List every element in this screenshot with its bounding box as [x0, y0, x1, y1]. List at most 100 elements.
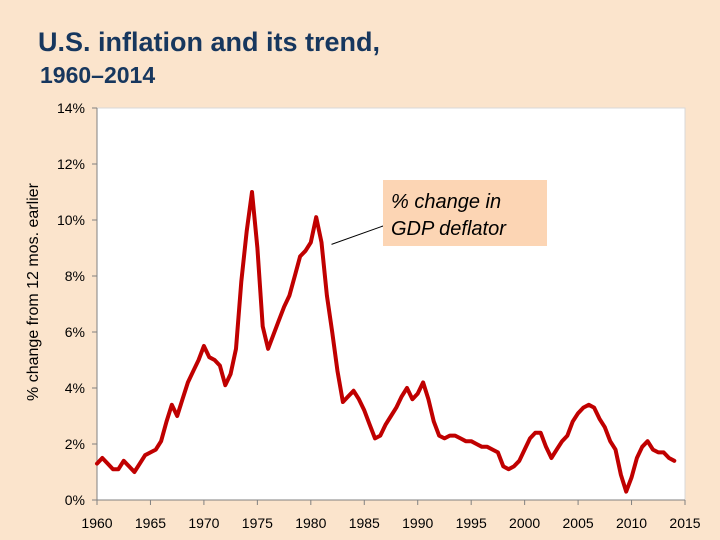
y-tick-label: 8%	[65, 268, 85, 284]
annotation-text-line2: GDP deflator	[391, 218, 507, 240]
data-point	[523, 448, 527, 452]
data-point	[496, 450, 500, 454]
data-point	[330, 330, 334, 334]
data-point	[469, 439, 473, 443]
data-point	[346, 394, 350, 398]
data-point	[341, 400, 345, 404]
data-point	[603, 425, 607, 429]
data-point	[464, 439, 468, 443]
data-point	[271, 333, 275, 337]
data-point	[213, 358, 217, 362]
data-point	[373, 436, 377, 440]
data-point	[368, 422, 372, 426]
data-point	[437, 434, 441, 438]
data-point	[175, 414, 179, 418]
data-point	[581, 406, 586, 410]
data-point	[608, 439, 612, 443]
data-point	[362, 408, 366, 412]
data-point	[474, 442, 479, 446]
data-point	[138, 462, 142, 466]
data-point	[191, 369, 195, 373]
chart-subtitle: 1960–2014	[40, 62, 156, 88]
data-point	[245, 229, 249, 233]
data-point	[250, 190, 254, 194]
data-point	[517, 459, 521, 463]
data-point	[624, 490, 628, 494]
data-point	[154, 448, 158, 452]
x-tick-group: 1960 1965 1970 1975 1980 1985 1990 1995 2000 2005…	[81, 500, 701, 531]
data-point	[394, 406, 398, 410]
data-point	[656, 450, 660, 454]
data-point	[587, 403, 591, 407]
series-points-group	[95, 190, 676, 494]
data-point	[180, 397, 185, 401]
data-point	[432, 420, 436, 424]
data-point	[442, 436, 447, 440]
data-point	[405, 386, 409, 390]
data-point	[95, 462, 99, 466]
data-point	[539, 431, 543, 435]
data-point	[319, 240, 324, 244]
x-tick-label: 1965	[135, 515, 166, 531]
data-point	[565, 434, 570, 438]
plot-area	[96, 107, 686, 501]
data-point	[159, 439, 163, 443]
data-point	[378, 434, 382, 438]
data-point	[132, 470, 136, 474]
annotation-box	[383, 180, 547, 246]
data-point	[448, 434, 452, 438]
data-point	[293, 274, 297, 278]
data-point	[325, 294, 329, 298]
data-point	[555, 448, 559, 452]
data-point	[229, 372, 233, 376]
data-point	[277, 319, 281, 323]
data-point	[426, 397, 430, 401]
data-point	[640, 445, 644, 449]
x-tick-label: 2010	[616, 515, 647, 531]
data-point	[458, 436, 463, 440]
data-point	[560, 439, 564, 443]
x-tick-label: 1990	[402, 515, 433, 531]
data-point	[282, 305, 286, 309]
data-point	[544, 445, 548, 449]
data-point	[651, 448, 655, 452]
data-point	[667, 456, 671, 460]
data-point	[106, 462, 110, 466]
data-point	[384, 422, 388, 426]
data-point	[646, 439, 650, 443]
data-point	[662, 450, 666, 454]
data-point	[352, 389, 356, 393]
x-tick-label: 2000	[509, 515, 540, 531]
data-point	[357, 397, 361, 401]
data-point	[218, 364, 222, 368]
data-point	[592, 406, 596, 410]
data-point	[491, 448, 495, 452]
data-point	[400, 394, 404, 398]
data-point	[202, 344, 206, 348]
y-tick-label: 10%	[57, 212, 85, 228]
data-point	[501, 464, 505, 468]
data-point	[186, 380, 190, 384]
data-point	[164, 420, 169, 424]
data-point	[207, 355, 211, 359]
data-point	[298, 254, 302, 258]
data-point	[335, 369, 340, 373]
data-point	[613, 448, 618, 452]
data-point	[223, 383, 227, 387]
x-tick-label: 1980	[295, 515, 326, 531]
data-point	[266, 347, 270, 351]
x-tick-label: 2015	[669, 515, 700, 531]
y-tick-group: 0% 2% 4% 6% 8% 10% 12% 14%	[57, 100, 97, 508]
data-point	[389, 414, 393, 418]
data-point	[143, 453, 147, 457]
data-point	[170, 403, 174, 407]
data-point	[239, 280, 243, 284]
y-axis-label: % change from 12 mos. earlier	[25, 182, 42, 401]
annotation-leader-line	[331, 225, 384, 245]
data-point	[512, 464, 516, 468]
data-point	[549, 456, 554, 460]
y-tick-label: 4%	[65, 380, 85, 396]
y-tick-label: 12%	[57, 156, 85, 172]
data-point	[533, 431, 537, 435]
